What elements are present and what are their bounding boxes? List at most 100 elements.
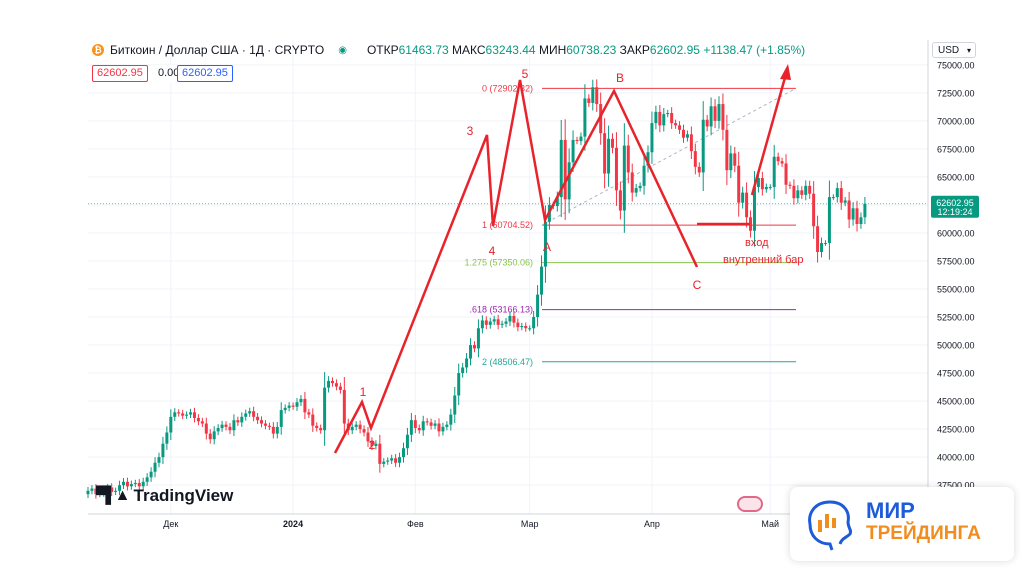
ohlc-readout: ОТКР61463.73 МАКС63243.44 МИН60738.23 ЗА…	[366, 43, 806, 57]
wave-label: 1	[360, 385, 367, 399]
candle	[106, 487, 110, 490]
buy-price-box[interactable]: 62602.95	[177, 65, 233, 82]
candle	[315, 425, 319, 429]
candle	[465, 358, 469, 368]
candle	[611, 138, 615, 148]
candle	[145, 477, 149, 482]
candle	[331, 380, 335, 384]
candle	[670, 113, 674, 124]
candle	[831, 197, 835, 199]
candle	[177, 412, 181, 414]
candle	[733, 153, 737, 166]
candle	[342, 389, 346, 424]
wave-label: 4	[489, 244, 496, 258]
candle	[587, 98, 591, 103]
currency-select[interactable]: USD ▾	[932, 42, 976, 58]
brain-icon	[808, 500, 853, 551]
candle	[697, 166, 701, 173]
candle	[354, 424, 358, 427]
wave-label: A	[543, 240, 551, 254]
candle	[756, 178, 760, 188]
candle	[607, 138, 611, 174]
price-tick: 42500.00	[937, 425, 975, 435]
candle	[181, 413, 185, 416]
last-price-box	[931, 195, 979, 218]
candle	[492, 319, 496, 322]
brand-logo: МИР ТРЕЙДИНГА	[790, 487, 1014, 561]
candle	[224, 424, 228, 427]
candle	[299, 398, 303, 403]
candle	[244, 413, 248, 417]
candle	[508, 315, 512, 322]
candle	[86, 490, 90, 495]
candle	[642, 165, 646, 186]
wave-label: 3	[467, 124, 474, 138]
time-tick: Мар	[521, 519, 539, 529]
price-tick: 67500.00	[937, 144, 975, 154]
candle	[823, 243, 827, 245]
candle	[689, 134, 693, 152]
candle	[425, 421, 429, 423]
candle	[622, 145, 626, 211]
wave-path	[333, 79, 699, 454]
candle	[413, 420, 417, 429]
candle	[283, 407, 287, 411]
candle	[595, 87, 599, 105]
time-tick: Дек	[163, 519, 178, 529]
candle	[409, 420, 413, 435]
candle	[650, 123, 654, 153]
candle	[252, 411, 256, 417]
candle	[185, 414, 189, 416]
candle	[216, 428, 220, 432]
candle	[855, 208, 859, 224]
candle	[737, 165, 741, 203]
candle	[327, 380, 331, 388]
candle	[228, 426, 232, 431]
candle	[263, 423, 267, 426]
note-entry: вход	[745, 237, 769, 249]
candle	[709, 106, 713, 127]
candle	[859, 217, 863, 224]
symbol-header: ₿ Биткоин / Доллар США · 1Д · CRYPTO ◉ О…	[92, 43, 805, 57]
symbol-title[interactable]: Биткоин / Доллар США · 1Д · CRYPTO	[110, 43, 325, 57]
candle	[827, 197, 831, 244]
candle	[338, 386, 342, 390]
spread-value: 0.00	[153, 65, 185, 82]
tradingview-icon: ▀▌▲	[96, 487, 130, 504]
note-inside-bar: внутренний бар	[723, 254, 803, 266]
sell-price-box[interactable]: 62602.95	[92, 65, 148, 82]
candle	[532, 317, 536, 329]
candle	[110, 487, 114, 492]
candle	[567, 162, 571, 200]
candle	[114, 490, 118, 492]
candle	[394, 458, 398, 463]
candle	[469, 345, 473, 359]
candle	[453, 395, 457, 415]
candle	[812, 193, 816, 227]
candle	[303, 398, 307, 413]
candle	[169, 416, 173, 433]
candle	[701, 119, 705, 173]
candle	[461, 367, 465, 374]
candle	[90, 488, 94, 491]
candle	[137, 482, 141, 487]
market-status-icon: ◉	[338, 44, 347, 56]
candle	[153, 462, 157, 472]
candle	[390, 458, 394, 461]
candle	[275, 426, 279, 434]
candle	[366, 432, 370, 442]
candle	[437, 423, 441, 432]
candle	[784, 163, 788, 185]
candle	[232, 420, 236, 431]
candle	[816, 226, 820, 253]
candle	[804, 185, 808, 195]
time-tick: Май	[761, 519, 779, 529]
candle	[472, 345, 476, 349]
candle	[240, 416, 244, 423]
candle	[749, 217, 753, 231]
candle	[433, 423, 437, 426]
candle	[157, 457, 161, 463]
candle	[516, 322, 520, 328]
candle	[603, 133, 607, 174]
